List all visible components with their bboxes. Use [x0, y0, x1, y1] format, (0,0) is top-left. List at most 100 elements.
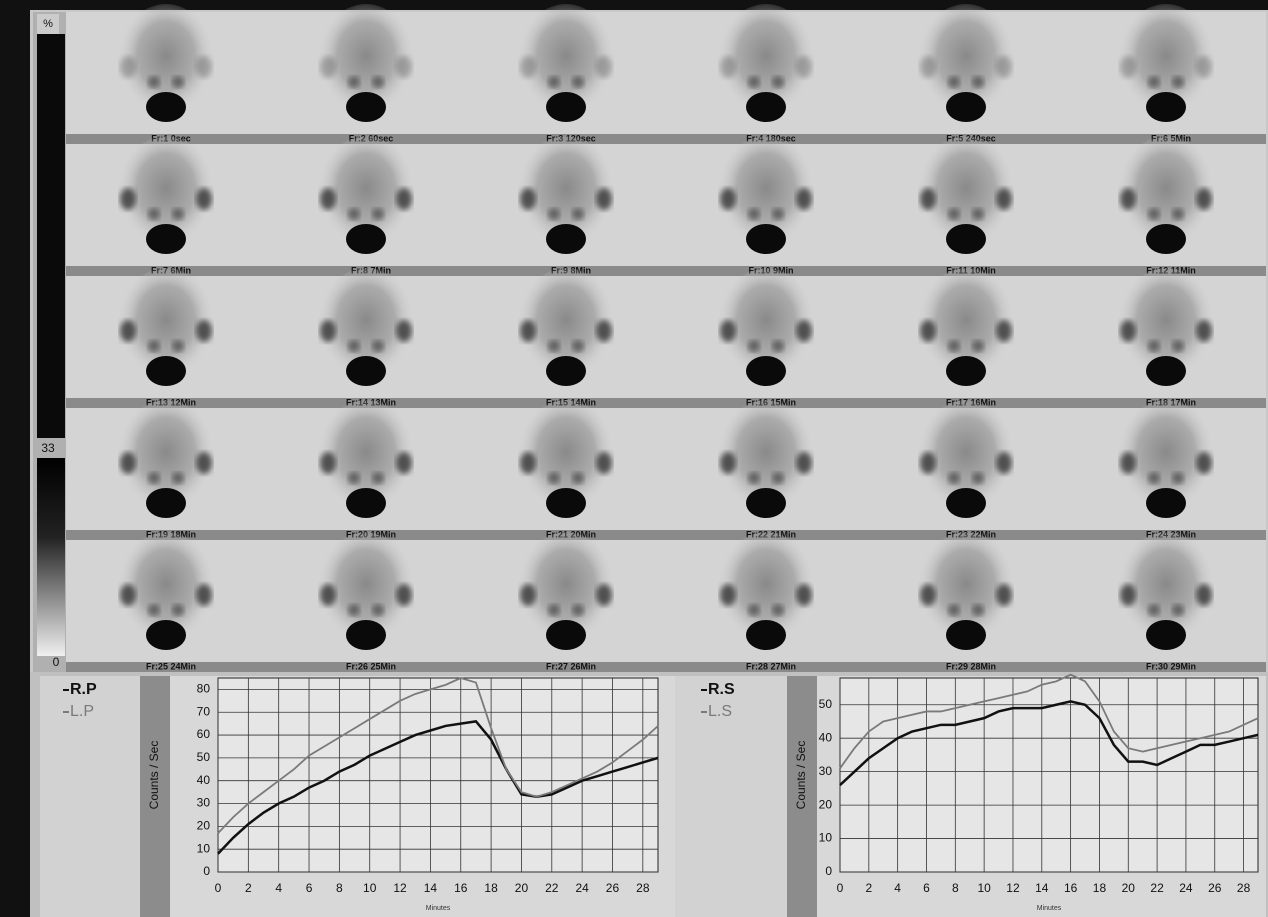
- x-tick-label: 2: [245, 881, 252, 895]
- x-tick-label: 0: [215, 881, 222, 895]
- gland: [372, 76, 384, 88]
- thyroid: [346, 620, 386, 650]
- gland: [1196, 320, 1212, 342]
- y-tick-label: 10: [819, 831, 833, 845]
- gland: [320, 320, 336, 342]
- gland: [972, 208, 984, 220]
- thyroid: [546, 224, 586, 254]
- thyroid: [1146, 488, 1186, 518]
- gland: [172, 604, 184, 616]
- gland: [996, 188, 1012, 210]
- gland: [396, 452, 412, 474]
- x-tick-label: 6: [923, 881, 930, 895]
- gland: [796, 584, 812, 606]
- frame-label: Fr:29 28Min: [946, 661, 996, 671]
- gland: [320, 188, 336, 210]
- gland: [172, 472, 184, 484]
- gland: [320, 56, 336, 78]
- thyroid: [946, 488, 986, 518]
- x-tick-label: 16: [1064, 881, 1078, 895]
- gland: [1196, 56, 1212, 78]
- x-tick-label: 8: [952, 881, 959, 895]
- frame: Fr:16 15Min: [666, 268, 866, 408]
- gland: [748, 208, 760, 220]
- gland: [920, 56, 936, 78]
- gland: [1120, 56, 1136, 78]
- thyroid: [146, 488, 186, 518]
- gland: [396, 584, 412, 606]
- gland: [396, 188, 412, 210]
- gland: [120, 56, 136, 78]
- gland: [1120, 452, 1136, 474]
- legend-label: L.P: [70, 703, 94, 720]
- gland: [972, 76, 984, 88]
- gland: [796, 56, 812, 78]
- gland: [520, 584, 536, 606]
- thyroid: [946, 356, 986, 386]
- x-tick-label: 28: [636, 881, 650, 895]
- gland: [1120, 584, 1136, 606]
- x-tick-label: 22: [1150, 881, 1164, 895]
- gland: [572, 472, 584, 484]
- thyroid: [146, 356, 186, 386]
- scale-gradient: [37, 458, 65, 656]
- gland: [1172, 76, 1184, 88]
- frame-label: Fr:30 29Min: [1146, 661, 1196, 671]
- x-tick-label: 12: [393, 881, 407, 895]
- y-tick-label: 0: [825, 864, 832, 878]
- gland: [196, 188, 212, 210]
- x-tick-label: 26: [606, 881, 620, 895]
- gland: [720, 188, 736, 210]
- thyroid: [346, 356, 386, 386]
- gland: [348, 472, 360, 484]
- legend-label: L.S: [708, 703, 732, 720]
- gland: [196, 56, 212, 78]
- gland: [1196, 584, 1212, 606]
- frame: Fr:29 28Min: [866, 532, 1066, 672]
- gland: [996, 584, 1012, 606]
- frame: Fr:6 5Min: [1066, 4, 1266, 144]
- legend-label: R.S: [708, 681, 735, 698]
- frame-label: Fr:25 24Min: [146, 661, 196, 671]
- frame: Fr:4 180sec: [666, 4, 866, 144]
- gland: [172, 208, 184, 220]
- frame: Fr:23 22Min: [866, 400, 1066, 540]
- frame-label: Fr:28 27Min: [746, 661, 796, 671]
- x-tick-label: 18: [1093, 881, 1107, 895]
- gland: [1120, 188, 1136, 210]
- screen: % 33 0 R L Fr:1 0secFr:2 60secFr:3 120se…: [0, 0, 1268, 917]
- frame: Fr:1 0sec: [66, 4, 266, 144]
- y-tick-label: 40: [819, 730, 833, 744]
- frame: Fr:10 9Min: [666, 136, 866, 276]
- gland: [920, 188, 936, 210]
- thyroid: [946, 620, 986, 650]
- gland: [148, 340, 160, 352]
- thyroid: [546, 92, 586, 122]
- y-tick-label: 80: [197, 682, 211, 696]
- gland: [920, 452, 936, 474]
- gland: [396, 56, 412, 78]
- gland: [948, 208, 960, 220]
- frame: Fr:20 19Min: [266, 400, 466, 540]
- y-tick-label: 20: [819, 797, 833, 811]
- gland: [1148, 604, 1160, 616]
- y-tick-label: 60: [197, 727, 211, 741]
- y-axis-label: Counts / Sec: [794, 741, 808, 810]
- gland: [148, 208, 160, 220]
- frame: Fr:8 7Min: [266, 136, 466, 276]
- gland: [1196, 452, 1212, 474]
- thyroid: [146, 92, 186, 122]
- thyroid: [746, 488, 786, 518]
- gland: [748, 340, 760, 352]
- gland: [996, 452, 1012, 474]
- gland: [948, 76, 960, 88]
- legend-label: R.P: [70, 681, 97, 698]
- thyroid: [1146, 356, 1186, 386]
- gland: [596, 56, 612, 78]
- gland: [1148, 76, 1160, 88]
- y-tick-label: 30: [197, 796, 211, 810]
- frame: Fr:18 17Min: [1066, 268, 1266, 408]
- thyroid: [946, 92, 986, 122]
- frame: Fr:12 11Min: [1066, 136, 1266, 276]
- thyroid: [546, 620, 586, 650]
